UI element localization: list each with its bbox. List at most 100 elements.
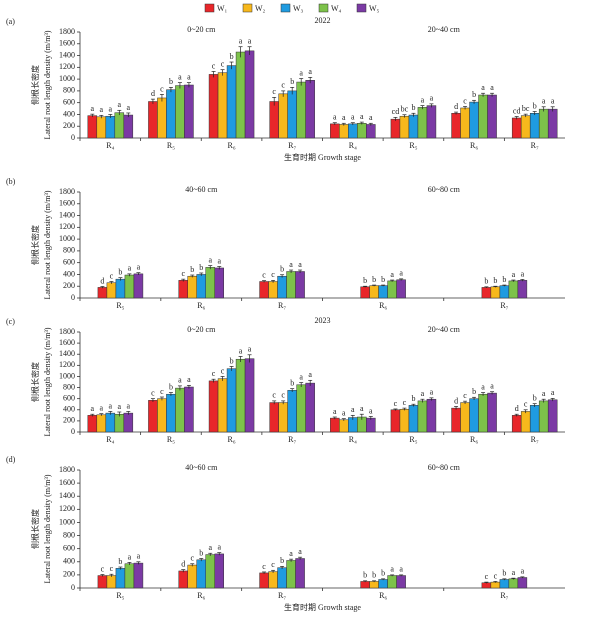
x-tick-label: R₇	[500, 301, 508, 310]
significance-letter: c	[160, 387, 164, 396]
y-tick-label: 1200	[59, 360, 75, 369]
bar	[208, 74, 219, 139]
significance-letter: c	[271, 560, 275, 569]
y-axis-label: 侧根长密度	[30, 225, 40, 265]
x-tick-label: R₅	[409, 141, 417, 150]
bar	[106, 575, 117, 589]
x-tick-label: R₆	[379, 301, 387, 310]
significance-letter: c	[281, 391, 285, 400]
bar	[478, 393, 488, 433]
significance-letter: bc	[522, 104, 530, 113]
significance-letter: b	[169, 77, 173, 86]
significance-letter: b	[118, 557, 122, 566]
group-title: 20~40 cm	[428, 25, 461, 34]
significance-letter: a	[208, 543, 212, 552]
bar	[387, 575, 397, 589]
significance-letter: b	[472, 387, 476, 396]
significance-letter: bc	[401, 105, 409, 114]
y-axis-label: 侧根长密度	[30, 65, 40, 105]
significance-letter: a	[109, 401, 113, 410]
x-tick-label: R₅	[167, 435, 175, 444]
significance-letter: a	[248, 37, 252, 46]
significance-letter: b	[290, 77, 294, 86]
legend-label: W₅	[369, 4, 380, 13]
y-tick-label: 600	[63, 97, 75, 106]
legend-label: W₄	[331, 4, 342, 13]
bar	[529, 405, 540, 433]
bar	[148, 400, 158, 433]
bar	[487, 392, 497, 433]
significance-letter: c	[160, 84, 164, 93]
bar	[123, 412, 134, 433]
significance-letter: a	[299, 372, 303, 381]
bar	[244, 50, 255, 139]
y-axis-label: 侧根长密度	[30, 509, 40, 549]
significance-letter: b	[372, 571, 376, 580]
legend-label: W₂	[255, 4, 266, 13]
bar	[105, 412, 116, 433]
bar	[96, 414, 107, 433]
bar	[517, 577, 528, 589]
bar	[469, 101, 479, 139]
bar	[269, 101, 279, 139]
significance-letter: a	[542, 389, 546, 398]
bar	[390, 409, 401, 433]
y-tick-label: 0	[71, 583, 75, 592]
significance-letter: a	[239, 37, 243, 46]
bar	[460, 402, 470, 433]
bar	[166, 393, 176, 433]
significance-letter: d	[515, 404, 519, 413]
bar	[97, 575, 108, 589]
y-tick-label: 600	[63, 393, 75, 402]
significance-letter: a	[369, 113, 373, 122]
legend-label: W₃	[293, 4, 304, 13]
significance-letter: a	[298, 260, 302, 269]
significance-letter: a	[430, 94, 434, 103]
significance-letter: a	[299, 68, 303, 77]
significance-letter: a	[360, 404, 364, 413]
significance-letter: c	[485, 572, 489, 581]
bar	[157, 97, 167, 139]
y-tick-label: 0	[71, 427, 75, 436]
bar	[357, 123, 367, 139]
y-tick-label: 1200	[59, 62, 75, 71]
y-tick-label: 200	[63, 281, 75, 290]
y-tick-label: 1600	[59, 338, 75, 347]
significance-letter: a	[369, 406, 373, 415]
bar	[517, 280, 528, 299]
bar	[214, 553, 224, 589]
panel-label: (d)	[6, 455, 16, 464]
significance-letter: a	[399, 565, 403, 574]
significance-letter: c	[272, 87, 276, 96]
x-tick-label: R₄	[349, 435, 357, 444]
y-tick-label: 1400	[59, 210, 75, 219]
bar	[511, 117, 522, 139]
significance-letter: b	[533, 101, 537, 110]
bar	[426, 398, 437, 433]
bar	[408, 405, 419, 433]
y-tick-label: 1800	[59, 465, 75, 474]
group-title: 0~20 cm	[187, 25, 216, 34]
bar	[481, 287, 492, 299]
bar	[226, 65, 237, 139]
bar	[399, 408, 410, 433]
significance-letter: a	[137, 263, 141, 272]
significance-letter: c	[272, 391, 276, 400]
bar	[148, 101, 158, 139]
significance-letter: c	[221, 60, 225, 69]
significance-letter: b	[230, 52, 234, 61]
y-axis-label: 侧根长密度	[30, 362, 40, 402]
bar	[124, 274, 135, 299]
bar	[538, 400, 549, 433]
bar	[115, 278, 126, 299]
significance-letter: b	[533, 393, 537, 402]
y-axis-label: Lateral root length density (m/m³)	[43, 327, 52, 436]
significance-letter: a	[217, 542, 221, 551]
significance-letter: c	[101, 564, 105, 573]
y-tick-label: 1200	[59, 504, 75, 513]
bar	[115, 568, 126, 589]
y-tick-label: 1800	[59, 327, 75, 336]
significance-letter: c	[262, 562, 266, 571]
